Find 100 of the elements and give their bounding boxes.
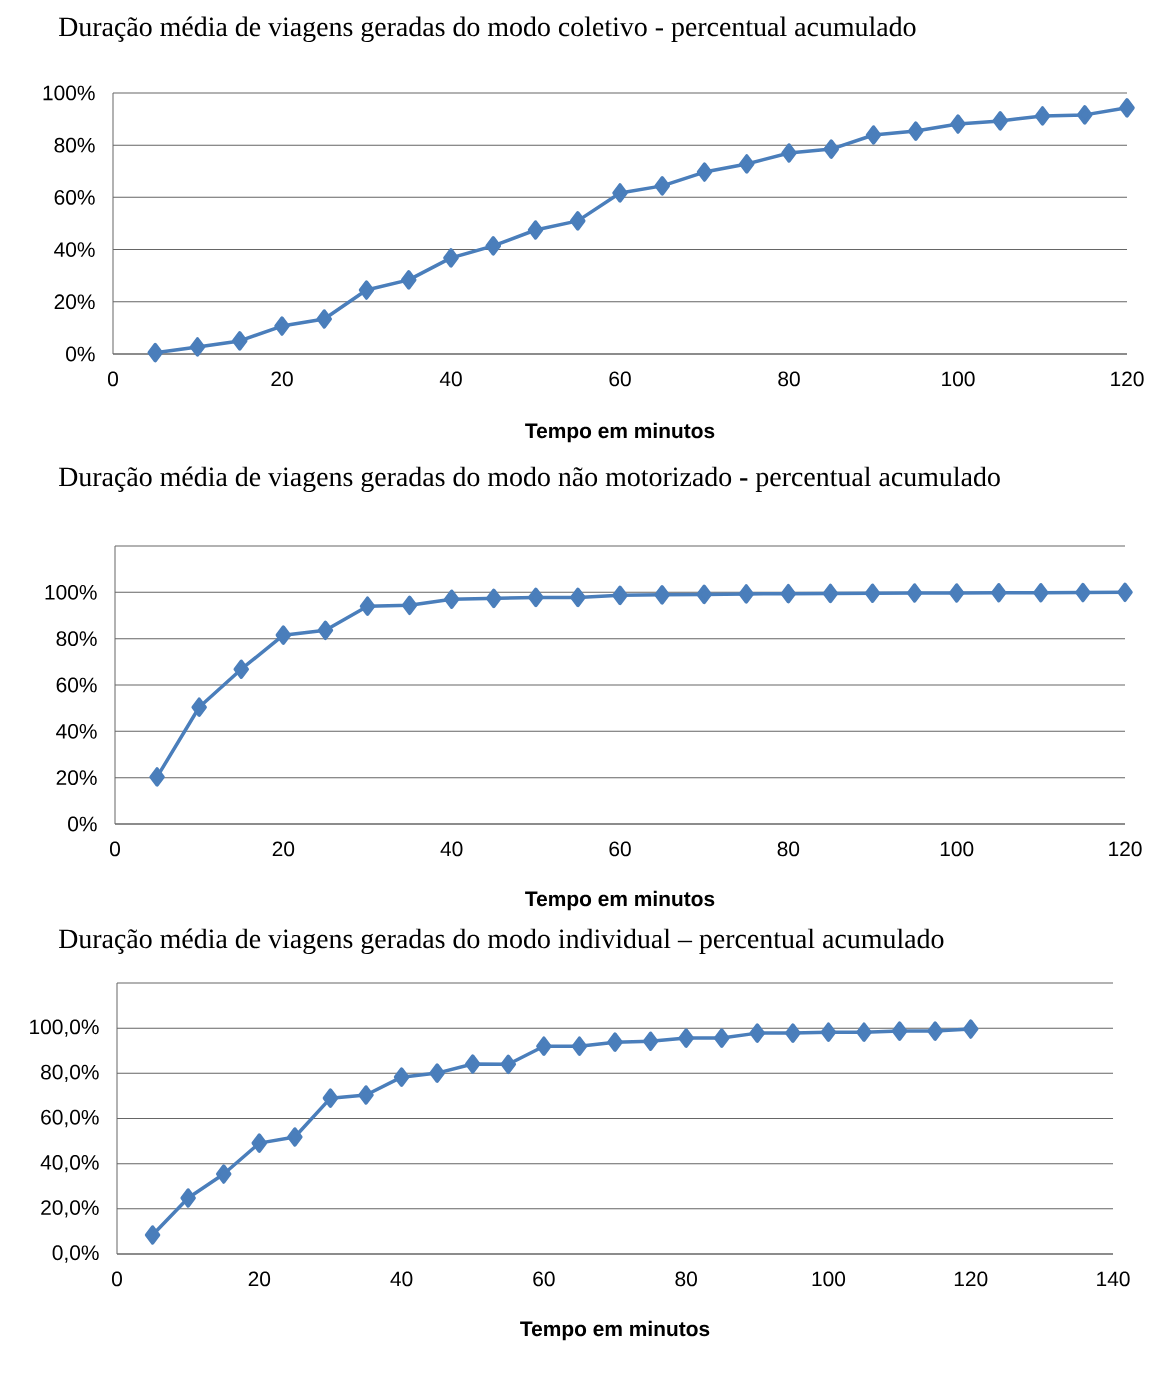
point bbox=[654, 176, 671, 196]
point bbox=[359, 596, 376, 616]
chart-title: Duração média de viagens geradas do modo não motorizado - percentual acumulado bbox=[59, 466, 1000, 492]
x-tick-label: 80 bbox=[675, 1271, 697, 1287]
x-tick-label: 40 bbox=[390, 1271, 413, 1287]
point bbox=[962, 1019, 979, 1039]
point bbox=[864, 583, 881, 603]
point bbox=[316, 309, 332, 329]
point bbox=[149, 767, 165, 787]
point bbox=[856, 1022, 872, 1042]
point bbox=[233, 659, 250, 679]
point bbox=[739, 154, 755, 174]
y-tick-label: 40,0% bbox=[40, 1155, 99, 1173]
chart-title: Duração média de viagens geradas do modo coletivo - percentual acumulado bbox=[59, 16, 916, 42]
point bbox=[275, 625, 292, 645]
chart-title: Duração média de viagens geradas do modo individual – percentual acumulado bbox=[59, 928, 944, 955]
point bbox=[891, 1021, 908, 1041]
y-tick-label: 60% bbox=[56, 677, 97, 693]
point bbox=[678, 1028, 694, 1048]
point bbox=[485, 236, 501, 256]
point bbox=[820, 1022, 837, 1042]
x-tick-label: 0 bbox=[112, 1271, 122, 1287]
point bbox=[180, 1188, 196, 1208]
y-tick-label: 100,0% bbox=[30, 1019, 99, 1037]
point bbox=[317, 620, 334, 641]
point bbox=[823, 139, 840, 159]
x-tick-label: 60 bbox=[609, 371, 631, 387]
point bbox=[147, 342, 163, 363]
y-tick-label: 40% bbox=[56, 723, 97, 739]
point bbox=[358, 1085, 374, 1105]
x-tick-label: 20 bbox=[271, 371, 293, 387]
point bbox=[570, 211, 586, 231]
y-tick-label: 20,0% bbox=[41, 1200, 99, 1218]
x-tick-label: 0 bbox=[110, 841, 120, 857]
x-tick-label: 100 bbox=[940, 841, 974, 857]
point bbox=[927, 1021, 943, 1041]
point bbox=[1119, 98, 1135, 118]
x-tick-label: 100 bbox=[812, 1271, 846, 1287]
y-tick-label: 40% bbox=[54, 242, 95, 257]
point bbox=[232, 331, 248, 351]
point bbox=[696, 162, 713, 182]
point bbox=[696, 584, 712, 605]
y-tick-label: 20% bbox=[56, 770, 97, 786]
point bbox=[287, 1127, 303, 1147]
point bbox=[393, 1067, 410, 1087]
y-tick-label: 0,0% bbox=[52, 1245, 99, 1263]
point bbox=[322, 1088, 339, 1108]
y-tick-label: 0% bbox=[66, 346, 95, 362]
point bbox=[713, 1028, 730, 1048]
point bbox=[527, 220, 544, 240]
point bbox=[992, 111, 1009, 131]
x-tick-label: 120 bbox=[1109, 841, 1142, 857]
point bbox=[822, 583, 839, 604]
y-tick-label: 80% bbox=[56, 631, 97, 647]
point bbox=[486, 588, 502, 609]
x-tick-label: 80 bbox=[777, 841, 800, 857]
x-tick-label: 80 bbox=[778, 371, 800, 387]
point bbox=[443, 589, 460, 610]
y-tick-label: 60,0% bbox=[41, 1109, 99, 1128]
y-tick-label: 0% bbox=[68, 816, 97, 832]
point bbox=[908, 121, 924, 141]
point bbox=[215, 1164, 232, 1184]
point bbox=[251, 1133, 268, 1153]
point bbox=[950, 114, 966, 134]
point bbox=[443, 248, 459, 268]
point bbox=[570, 587, 586, 608]
point bbox=[464, 1054, 481, 1074]
x-tick-label: 0 bbox=[108, 371, 118, 387]
point bbox=[654, 585, 670, 605]
point bbox=[607, 1032, 623, 1052]
point bbox=[1077, 105, 1093, 125]
y-tick-label: 60% bbox=[54, 189, 95, 205]
point bbox=[1075, 582, 1091, 603]
x-tick-label: 20 bbox=[272, 841, 295, 857]
point bbox=[642, 1031, 659, 1052]
x-axis-title: Tempo em minutos bbox=[525, 890, 715, 911]
x-axis-title: Tempo em minutos bbox=[520, 1320, 710, 1341]
point bbox=[1033, 583, 1049, 603]
point bbox=[571, 1036, 588, 1056]
point bbox=[500, 1054, 517, 1075]
point bbox=[274, 316, 290, 336]
point bbox=[865, 125, 882, 145]
point bbox=[401, 595, 418, 616]
y-tick-label: 100% bbox=[45, 584, 97, 600]
x-tick-label: 100 bbox=[942, 371, 975, 387]
point bbox=[536, 1036, 552, 1056]
point bbox=[1034, 106, 1051, 126]
point bbox=[429, 1063, 445, 1083]
y-tick-label: 20% bbox=[54, 294, 95, 310]
point bbox=[738, 584, 755, 604]
point bbox=[781, 143, 797, 163]
point bbox=[906, 583, 923, 603]
point bbox=[189, 337, 206, 357]
x-tick-label: 120 bbox=[1111, 371, 1144, 387]
x-tick-label: 20 bbox=[248, 1271, 271, 1287]
x-axis-title: Tempo em minutos bbox=[525, 422, 715, 443]
y-tick-label: 80% bbox=[54, 137, 95, 153]
point bbox=[991, 583, 1007, 603]
point bbox=[612, 585, 628, 606]
x-tick-label: 120 bbox=[954, 1271, 988, 1287]
